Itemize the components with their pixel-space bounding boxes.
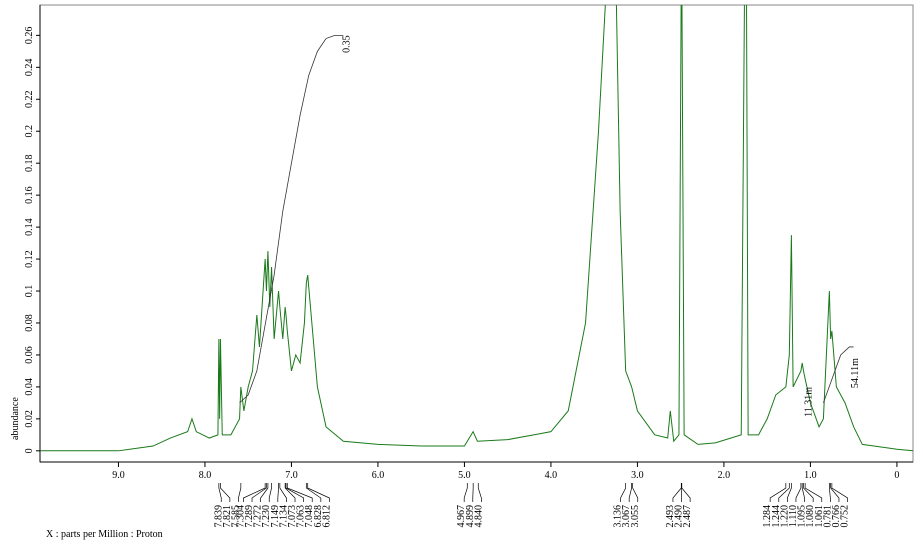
peak-label: 1.284	[762, 505, 773, 528]
peak-label: 7.289	[244, 505, 255, 528]
plot-area	[40, 5, 913, 452]
peak-marker	[778, 483, 790, 502]
peak-label: 7.230	[261, 505, 272, 528]
spectrum-line	[40, 5, 913, 452]
peak-marker	[830, 483, 840, 502]
peak-label: 7.063	[296, 505, 307, 528]
peak-marker	[672, 483, 682, 502]
peak-label: 6.812	[321, 505, 332, 528]
peak-marker	[463, 483, 468, 502]
y-tick-label: 0.22	[24, 91, 35, 109]
peak-label: 3.055	[630, 505, 641, 528]
peak-label: 1.095	[797, 505, 808, 528]
peak-marker	[628, 483, 632, 502]
spectrum-line	[823, 346, 854, 404]
peak-marker	[243, 483, 266, 502]
y-tick-label: 0.24	[24, 59, 35, 77]
peak-marker	[260, 483, 269, 502]
x-tick-label: 4.0	[545, 470, 558, 481]
y-tick-label: 0.12	[24, 250, 35, 268]
integral-label: 54.11m	[850, 358, 861, 388]
peak-label: 3.067	[621, 505, 632, 528]
peak-marker	[620, 483, 627, 502]
y-tick-label: 0.18	[24, 154, 35, 172]
peak-label: 7.048	[304, 505, 315, 528]
y-tick-label: 0.02	[24, 410, 35, 428]
x-tick-label: 1.0	[804, 470, 817, 481]
integral-label: 11.31m	[803, 387, 814, 417]
y-tick-label: 0.04	[24, 378, 35, 396]
x-axis-label: X : parts per Million : Proton	[46, 529, 163, 540]
y-tick-label: 0.14	[24, 218, 35, 236]
peak-label: 7.149	[270, 505, 281, 528]
peak-marker	[284, 483, 296, 502]
peak-label: 7.821	[222, 505, 233, 528]
x-tick-label: 9.0	[112, 470, 125, 481]
peak-label: 4.899	[465, 505, 476, 528]
peak-label: 1.110	[788, 505, 799, 527]
peak-marker	[769, 483, 787, 502]
x-tick-label: 2.0	[718, 470, 731, 481]
peak-marker	[804, 483, 823, 502]
peak-label: 7.304	[235, 505, 246, 528]
peak-label: 1.061	[814, 505, 825, 528]
x-tick-label: 7.0	[285, 470, 298, 481]
y-tick-label: 0.16	[24, 186, 35, 204]
x-tick-label: 3.0	[631, 470, 644, 481]
y-tick-label: 0.06	[24, 346, 35, 364]
peak-marker	[829, 483, 831, 502]
peak-marker	[218, 483, 222, 502]
peak-marker	[251, 483, 267, 502]
peak-marker	[307, 483, 330, 502]
peak-marker	[279, 483, 287, 502]
peak-marker	[238, 483, 242, 502]
peak-marker	[477, 483, 482, 502]
plot-frame	[39, 4, 914, 463]
x-tick-label: 0	[894, 470, 899, 481]
peak-marker	[268, 483, 272, 502]
peak-marker	[801, 483, 805, 502]
peak-label: 1.080	[805, 505, 816, 528]
peak-marker	[632, 483, 639, 502]
peak-label: 1.244	[771, 505, 782, 528]
peak-marker	[305, 483, 322, 502]
peak-marker	[285, 483, 304, 502]
integral-label: 0.35	[341, 35, 352, 53]
peak-label: 6.828	[313, 505, 324, 528]
peak-marker	[220, 483, 231, 502]
x-tick-label: 6.0	[372, 470, 385, 481]
y-tick-label: 0.26	[24, 27, 35, 45]
peak-label: 4.967	[456, 505, 467, 528]
spectrum-line	[239, 34, 344, 404]
peak-label: 7.073	[287, 505, 298, 528]
peak-label: 1.220	[779, 505, 790, 528]
peak-marker	[286, 483, 313, 502]
x-tick-label: 5.0	[458, 470, 471, 481]
peak-label: 2.487	[682, 505, 693, 528]
peak-label: 0.781	[822, 505, 833, 528]
peak-marker	[831, 483, 848, 502]
peak-label: 0.766	[831, 505, 842, 528]
y-axis-label: abundance	[10, 397, 21, 440]
peak-label: 7.585	[230, 505, 241, 528]
peak-label: 4.840	[473, 505, 484, 528]
peak-label: 0.752	[840, 505, 851, 528]
peak-label: 7.272	[253, 505, 264, 528]
peak-marker	[803, 483, 814, 502]
peak-marker	[787, 483, 792, 502]
peak-label: 3.136	[613, 505, 624, 528]
x-tick-label: 8.0	[199, 470, 212, 481]
y-tick-label: 0.2	[24, 125, 35, 138]
peak-marker	[795, 483, 802, 502]
peak-label: 2.493	[665, 505, 676, 528]
peak-marker	[277, 483, 279, 502]
peak-label: 7.839	[213, 505, 224, 528]
y-tick-label: 0	[24, 448, 35, 453]
peak-label: 7.134	[278, 505, 289, 528]
peak-label: 2.490	[674, 505, 685, 528]
peak-marker	[681, 483, 691, 502]
y-tick-label: 0.08	[24, 314, 35, 332]
y-tick-label: 0.1	[24, 285, 35, 298]
